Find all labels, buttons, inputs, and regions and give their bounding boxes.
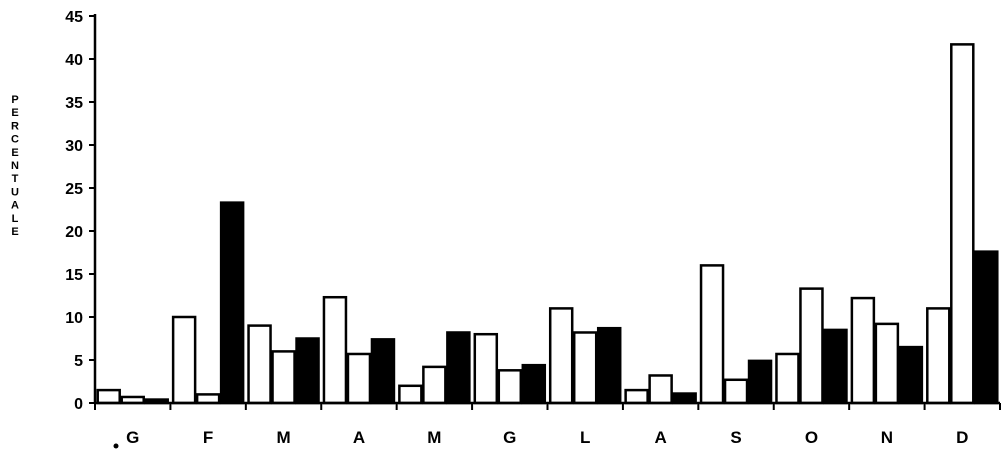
x-category-label: O xyxy=(805,428,818,447)
bar xyxy=(446,331,471,405)
y-axis-label-letter: P xyxy=(11,94,18,106)
x-category-label: G xyxy=(126,428,139,447)
y-axis-ticks: 0 5 10 15 20 25 30 35 40 45 xyxy=(65,9,95,413)
bar xyxy=(974,250,999,405)
y-axis-label-letter: A xyxy=(11,200,19,212)
bar xyxy=(926,307,951,405)
y-tick-label: 5 xyxy=(74,353,83,370)
y-tick-label: 30 xyxy=(65,138,83,155)
x-category-label: M xyxy=(427,428,441,447)
bar xyxy=(370,338,396,405)
bar xyxy=(624,388,649,405)
x-category-label: A xyxy=(353,428,365,447)
bar xyxy=(497,369,523,405)
bar xyxy=(322,295,348,405)
y-axis-label-letter: R xyxy=(11,120,19,132)
bar xyxy=(572,331,598,405)
bar xyxy=(271,350,296,405)
x-category-label: G xyxy=(503,428,516,447)
axes xyxy=(93,14,1001,410)
bar xyxy=(548,307,574,405)
y-tick-label: 0 xyxy=(74,396,83,413)
bar xyxy=(295,337,320,405)
bar xyxy=(596,326,622,405)
y-tick-label: 35 xyxy=(65,95,83,112)
bar xyxy=(672,392,697,405)
bar xyxy=(247,324,272,405)
y-tick-label: 10 xyxy=(65,310,83,327)
bar xyxy=(398,384,423,405)
stray-dot xyxy=(113,443,119,449)
y-axis-label-letter: T xyxy=(12,173,19,185)
x-category-label: M xyxy=(276,428,290,447)
x-category-label: S xyxy=(730,428,741,447)
bar xyxy=(521,363,547,405)
bar xyxy=(219,201,245,405)
x-category-label: F xyxy=(203,428,213,447)
y-axis-label-letter: L xyxy=(12,213,19,225)
y-axis-label-letter: E xyxy=(11,147,18,159)
bar xyxy=(747,359,773,405)
bar xyxy=(775,352,800,405)
y-tick-label: 45 xyxy=(65,9,83,26)
bar xyxy=(874,322,900,405)
x-category-label: D xyxy=(956,428,968,447)
y-axis-label-letter: C xyxy=(11,134,19,146)
bar xyxy=(950,43,975,405)
bar xyxy=(898,345,924,405)
y-axis-label-letter: U xyxy=(11,186,19,198)
bar xyxy=(648,374,673,405)
bar xyxy=(195,393,221,405)
bar xyxy=(473,332,499,405)
x-category-label: A xyxy=(654,428,666,447)
y-tick-label: 40 xyxy=(65,52,83,69)
bar xyxy=(171,315,197,405)
bars xyxy=(96,43,999,405)
bar xyxy=(422,365,447,405)
bar xyxy=(850,296,876,405)
y-tick-label: 15 xyxy=(65,267,83,284)
y-axis-label-letter: E xyxy=(11,107,18,119)
x-category-label: N xyxy=(881,428,893,447)
bar xyxy=(799,287,824,405)
y-tick-label: 25 xyxy=(65,181,83,198)
bar xyxy=(699,264,725,405)
y-tick-label: 20 xyxy=(65,224,83,241)
bar xyxy=(823,328,848,405)
x-category-label: L xyxy=(580,428,590,447)
y-axis-label-letter: N xyxy=(11,160,19,172)
bar xyxy=(96,388,121,405)
bar xyxy=(346,352,372,405)
bar xyxy=(723,378,749,405)
y-axis-label-letter: E xyxy=(11,226,18,238)
